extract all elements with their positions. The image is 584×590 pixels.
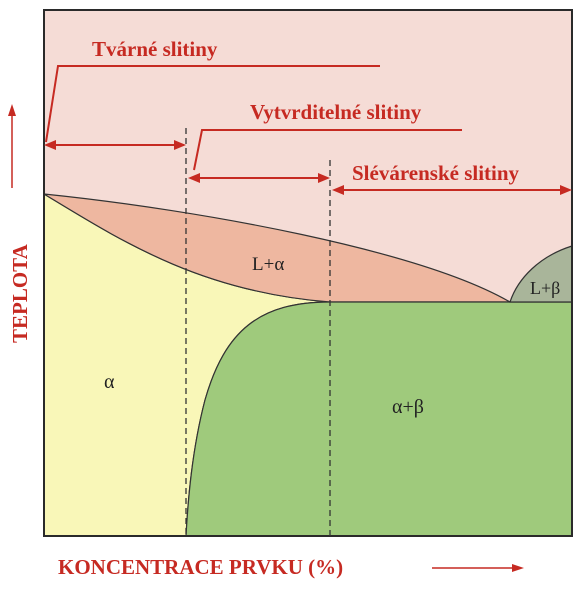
- casting-alloys-label: Slévárenské slitiny: [352, 161, 520, 185]
- alpha-beta-region: [185, 301, 573, 537]
- y-axis-arrow: [8, 104, 16, 188]
- liquid-alpha-label: L+α: [252, 254, 284, 275]
- casting-alloys-bracket: [332, 185, 572, 195]
- liquid-alpha-region: [43, 193, 513, 303]
- alpha-label: α: [104, 371, 115, 393]
- hardenable-alloys-bracket: [188, 129, 462, 183]
- y-axis-label: TEPLOTA: [8, 243, 32, 343]
- diagram-frame: [43, 9, 573, 537]
- hardenable-alloys-label: Vytvrditelné slitiny: [250, 100, 422, 124]
- x-axis-arrow: [432, 564, 524, 572]
- liquid-beta-label: L+β: [530, 278, 560, 298]
- alpha-beta-label: α+β: [392, 396, 424, 418]
- x-axis-label: KONCENTRACE PRVKU (%): [58, 555, 343, 579]
- wrought-alloys-label: Tvárné slitiny: [92, 37, 218, 61]
- wrought-alloys-bracket: [44, 65, 380, 150]
